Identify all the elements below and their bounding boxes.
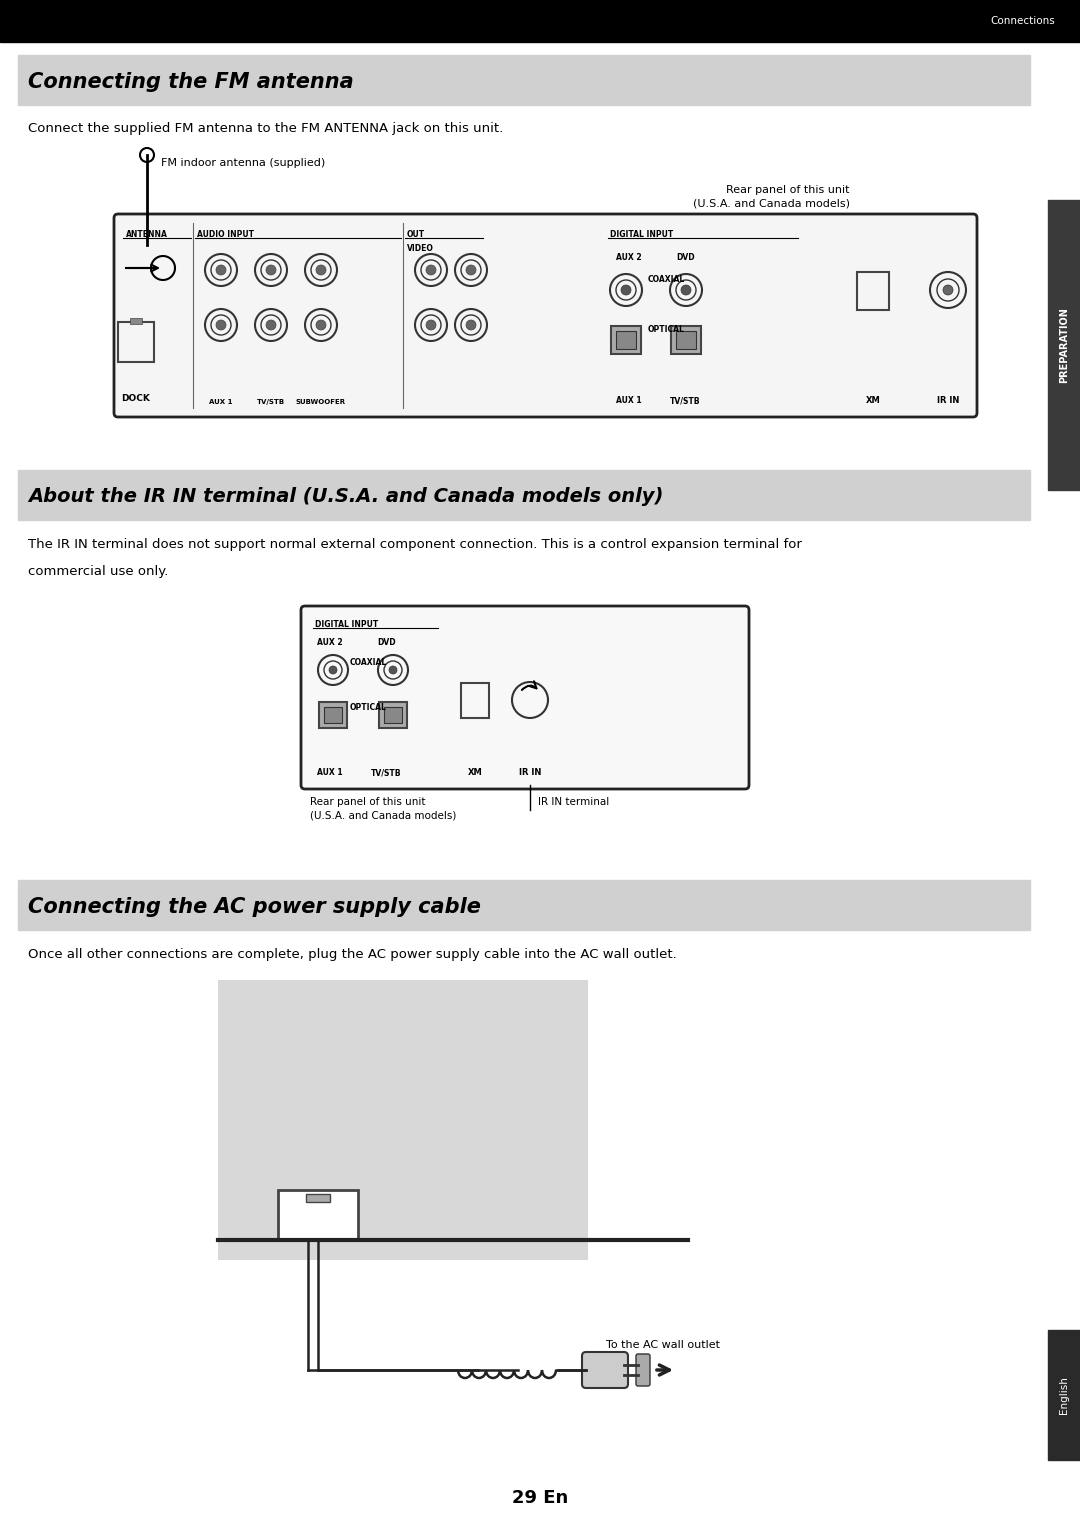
- FancyBboxPatch shape: [636, 1354, 650, 1386]
- Text: VIDEO: VIDEO: [407, 244, 434, 253]
- Bar: [18, 55, 1030, 105]
- Text: DVD: DVD: [676, 253, 694, 262]
- Text: commercial use only.: commercial use only.: [28, 565, 168, 578]
- Text: OPTICAL: OPTICAL: [648, 325, 685, 334]
- Text: COAXIAL: COAXIAL: [648, 275, 685, 284]
- Text: COAXIAL: COAXIAL: [350, 658, 388, 667]
- Text: TV/STB: TV/STB: [670, 397, 701, 404]
- Text: PREPARATION: PREPARATION: [1059, 307, 1069, 383]
- Text: (U.S.A. and Canada models): (U.S.A. and Canada models): [310, 810, 457, 819]
- Bar: [384, 707, 402, 723]
- Text: Rear panel of this unit: Rear panel of this unit: [727, 185, 850, 195]
- Circle shape: [316, 320, 326, 330]
- Text: IR IN terminal: IR IN terminal: [538, 797, 609, 807]
- Text: IR IN: IR IN: [936, 397, 959, 404]
- Text: AUX 1: AUX 1: [318, 768, 342, 777]
- Text: AUX 1: AUX 1: [210, 398, 233, 404]
- FancyBboxPatch shape: [582, 1352, 627, 1389]
- Bar: [461, 684, 489, 719]
- Circle shape: [266, 320, 276, 330]
- Text: OUT: OUT: [407, 230, 426, 240]
- Circle shape: [465, 320, 476, 330]
- Bar: [18, 881, 1030, 929]
- Circle shape: [426, 266, 436, 275]
- Bar: [858, 272, 889, 310]
- Text: DIGITAL INPUT: DIGITAL INPUT: [610, 230, 673, 240]
- Text: DVD: DVD: [377, 638, 395, 647]
- Circle shape: [681, 285, 691, 295]
- Bar: [1048, 200, 1080, 490]
- Text: Connecting the FM antenna: Connecting the FM antenna: [28, 72, 354, 92]
- Bar: [379, 702, 407, 728]
- Bar: [324, 707, 342, 723]
- Bar: [0, 0, 1080, 43]
- Text: IR IN: IR IN: [518, 768, 541, 777]
- FancyBboxPatch shape: [114, 214, 977, 417]
- Text: DIGITAL INPUT: DIGITAL INPUT: [315, 620, 378, 629]
- Bar: [18, 470, 1030, 520]
- Bar: [218, 980, 588, 1260]
- Text: (U.S.A. and Canada models): (U.S.A. and Canada models): [693, 198, 850, 208]
- Text: AUDIO INPUT: AUDIO INPUT: [197, 230, 254, 240]
- Text: SUBWOOFER: SUBWOOFER: [296, 398, 346, 404]
- Text: AUX 2: AUX 2: [318, 638, 342, 647]
- Text: FM indoor antenna (supplied): FM indoor antenna (supplied): [161, 159, 325, 168]
- Circle shape: [316, 266, 326, 275]
- Text: Once all other connections are complete, plug the AC power supply cable into the: Once all other connections are complete,…: [28, 948, 677, 961]
- Circle shape: [426, 320, 436, 330]
- Text: XM: XM: [468, 768, 483, 777]
- Text: TV/STB: TV/STB: [372, 768, 402, 777]
- FancyBboxPatch shape: [301, 606, 750, 789]
- Text: Connecting the AC power supply cable: Connecting the AC power supply cable: [28, 897, 481, 917]
- Text: Connect the supplied FM antenna to the FM ANTENNA jack on this unit.: Connect the supplied FM antenna to the F…: [28, 122, 503, 134]
- Text: TV/STB: TV/STB: [257, 398, 285, 404]
- Text: ANTENNA: ANTENNA: [126, 230, 167, 240]
- Text: AUX 1: AUX 1: [616, 397, 642, 404]
- Bar: [130, 317, 141, 324]
- Bar: [278, 1190, 357, 1241]
- Circle shape: [621, 285, 631, 295]
- Circle shape: [216, 320, 226, 330]
- Circle shape: [943, 285, 953, 295]
- Text: AUX 2: AUX 2: [616, 253, 642, 262]
- Circle shape: [389, 665, 397, 674]
- Text: About the IR IN terminal (U.S.A. and Canada models only): About the IR IN terminal (U.S.A. and Can…: [28, 487, 663, 507]
- Text: The IR IN terminal does not support normal external component connection. This i: The IR IN terminal does not support norm…: [28, 539, 801, 551]
- Bar: [319, 702, 347, 728]
- Text: OPTICAL: OPTICAL: [350, 703, 387, 713]
- Circle shape: [266, 266, 276, 275]
- Bar: [118, 322, 154, 362]
- Text: Rear panel of this unit: Rear panel of this unit: [310, 797, 426, 807]
- Text: DOCK: DOCK: [122, 394, 150, 403]
- Text: English: English: [1059, 1376, 1069, 1415]
- Bar: [306, 1193, 330, 1202]
- Circle shape: [329, 665, 337, 674]
- Bar: [671, 327, 701, 354]
- Circle shape: [216, 266, 226, 275]
- Text: 29 En: 29 En: [512, 1489, 568, 1508]
- Bar: [1048, 1331, 1080, 1460]
- Circle shape: [465, 266, 476, 275]
- Text: To the AC wall outlet: To the AC wall outlet: [606, 1340, 720, 1351]
- Bar: [611, 327, 642, 354]
- Bar: [676, 331, 696, 349]
- Bar: [616, 331, 636, 349]
- Text: XM: XM: [866, 397, 880, 404]
- Text: Connections: Connections: [990, 15, 1055, 26]
